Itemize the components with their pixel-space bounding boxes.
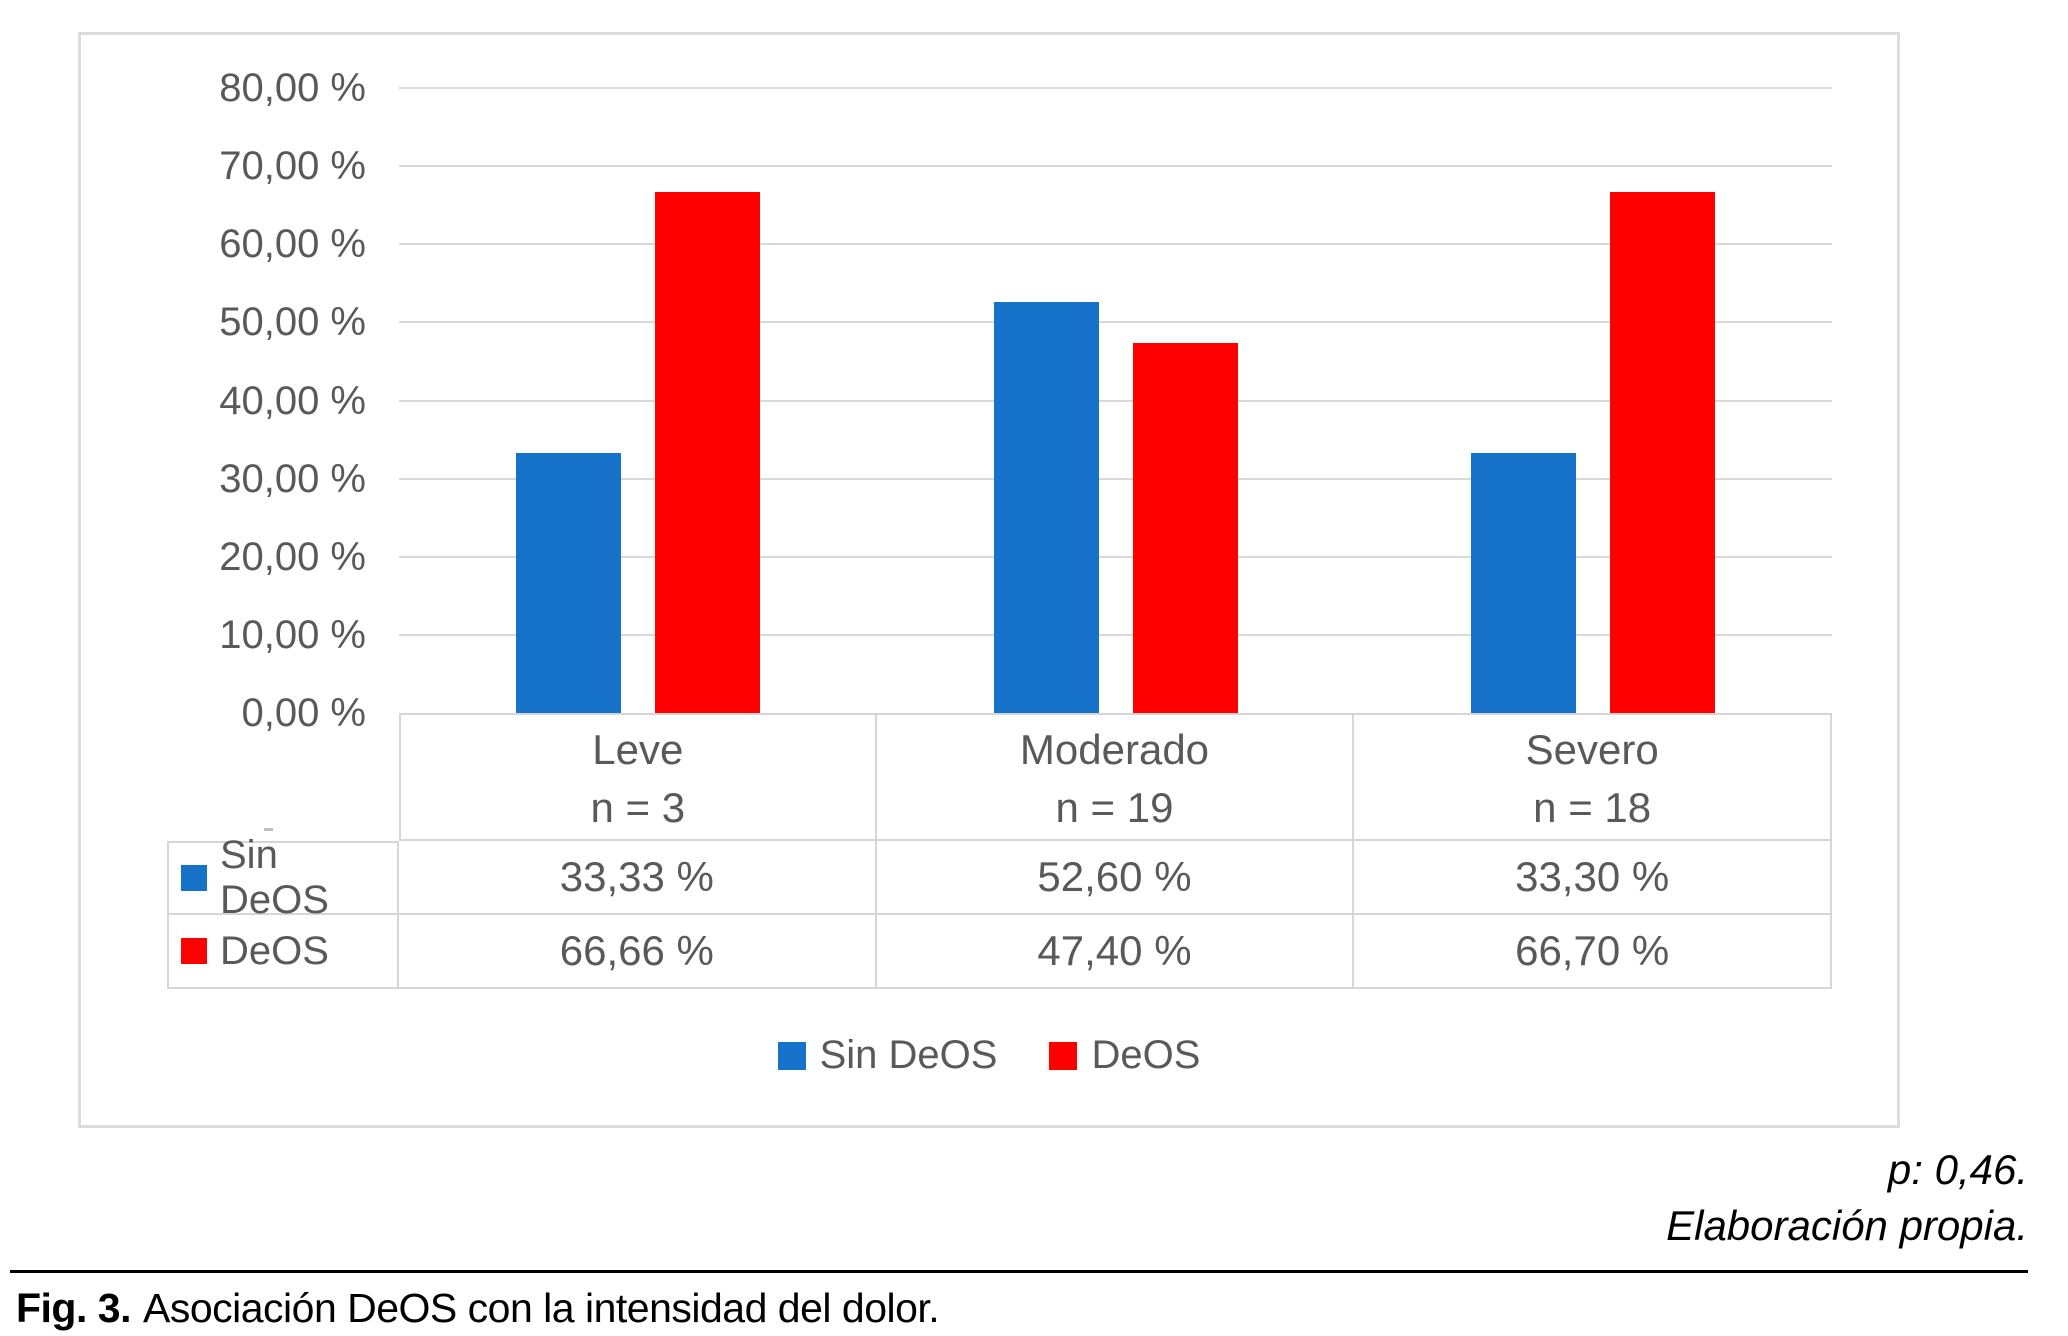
- y-tick-label-0: 0,00 %: [241, 691, 366, 735]
- table-value-sin-deos-severo: 33,30 %: [1354, 841, 1832, 915]
- category-n-label: n = 3: [590, 784, 686, 831]
- y-tick-label-20: 20,00 %: [219, 534, 366, 579]
- y-tick-label-40: 40,00 %: [219, 378, 366, 423]
- category-label: Leve: [592, 726, 684, 773]
- figure-box: Leve n = 3 Moderado n = 19 Severo n = 18 Sin D…: [78, 32, 1900, 1128]
- axis-minor-tick: [264, 828, 273, 831]
- gridline-50: [399, 321, 1832, 324]
- y-tick-label-60: 60,00 %: [219, 222, 366, 267]
- p-value-note: p: 0,46.: [1887, 1146, 2028, 1193]
- series-name-label: Sin DeOS: [220, 833, 329, 922]
- table-value-deos-severo: 66,70 %: [1354, 915, 1832, 989]
- legend-key-deos-icon: [181, 938, 207, 964]
- figure-caption-tag: Fig. 3.: [16, 1285, 131, 1331]
- gridline-70: [399, 165, 1832, 168]
- source-note: Elaboración propia.: [1666, 1202, 2028, 1249]
- series-name-label: DeOS: [220, 928, 329, 973]
- table-value-sin-deos-leve: 33,33 %: [399, 841, 877, 915]
- figure-caption: Fig. 3. Asociación DeOS con la intensidad…: [16, 1284, 940, 1332]
- category-label: Moderado: [1019, 726, 1210, 773]
- y-tick-label-10: 10,00 %: [219, 612, 366, 657]
- chart-legend: Sin DeOS DeOS: [81, 1033, 1897, 1078]
- category-n-label: n = 18: [1533, 784, 1652, 831]
- gridline-80: [399, 87, 1832, 89]
- gridline-10: [399, 633, 1832, 636]
- bar-sin-deos-moderado: [993, 302, 1099, 713]
- data-table: Leve n = 3 Moderado n = 19 Severo n = 18 Sin D…: [167, 713, 1832, 989]
- gridline-30: [399, 477, 1832, 480]
- table-header-leve: Leve n = 3: [399, 713, 877, 841]
- bar-deos-leve: [654, 192, 760, 713]
- figure-caption-text: Asociación DeOS con la intensidad del do…: [142, 1285, 940, 1331]
- plot-area: [399, 87, 1832, 713]
- category-label: Severo: [1525, 726, 1659, 773]
- y-tick-label-70: 70,00 %: [219, 144, 366, 189]
- legend-item-deos: DeOS: [1049, 1033, 1200, 1078]
- gridline-40: [399, 399, 1832, 402]
- legend-label: Sin DeOS: [819, 1033, 998, 1077]
- bar-deos-severo: [1610, 191, 1716, 713]
- gridline-20: [399, 555, 1832, 558]
- legend-swatch-deos-icon: [1049, 1041, 1078, 1070]
- y-tick-label-80: 80,00 %: [219, 66, 366, 110]
- y-tick-label-50: 50,00 %: [219, 300, 366, 345]
- table-header-severo: Severo n = 18: [1354, 713, 1832, 841]
- bar-sin-deos-severo: [1471, 452, 1577, 713]
- legend-label: DeOS: [1091, 1033, 1201, 1077]
- table-header-moderado: Moderado n = 19: [876, 713, 1355, 841]
- category-n-label: n = 19: [1055, 784, 1174, 831]
- table-row-label-sin-deos: Sin DeOS: [167, 833, 399, 922]
- y-tick-label-30: 30,00 %: [219, 456, 366, 501]
- legend-key-sin-deos-icon: [181, 865, 207, 891]
- gridline-60: [399, 243, 1832, 246]
- table-row-label-deos: DeOS: [167, 915, 399, 989]
- caption-divider: [10, 1270, 2028, 1273]
- bar-sin-deos-leve: [515, 452, 621, 713]
- bar-deos-moderado: [1132, 342, 1238, 713]
- legend-item-sin-deos: Sin DeOS: [777, 1033, 998, 1078]
- table-value-sin-deos-moderado: 52,60 %: [876, 841, 1355, 915]
- table-value-deos-moderado: 47,40 %: [876, 915, 1355, 989]
- table-value-deos-leve: 66,66 %: [399, 915, 877, 989]
- legend-swatch-sin-deos-icon: [777, 1041, 806, 1070]
